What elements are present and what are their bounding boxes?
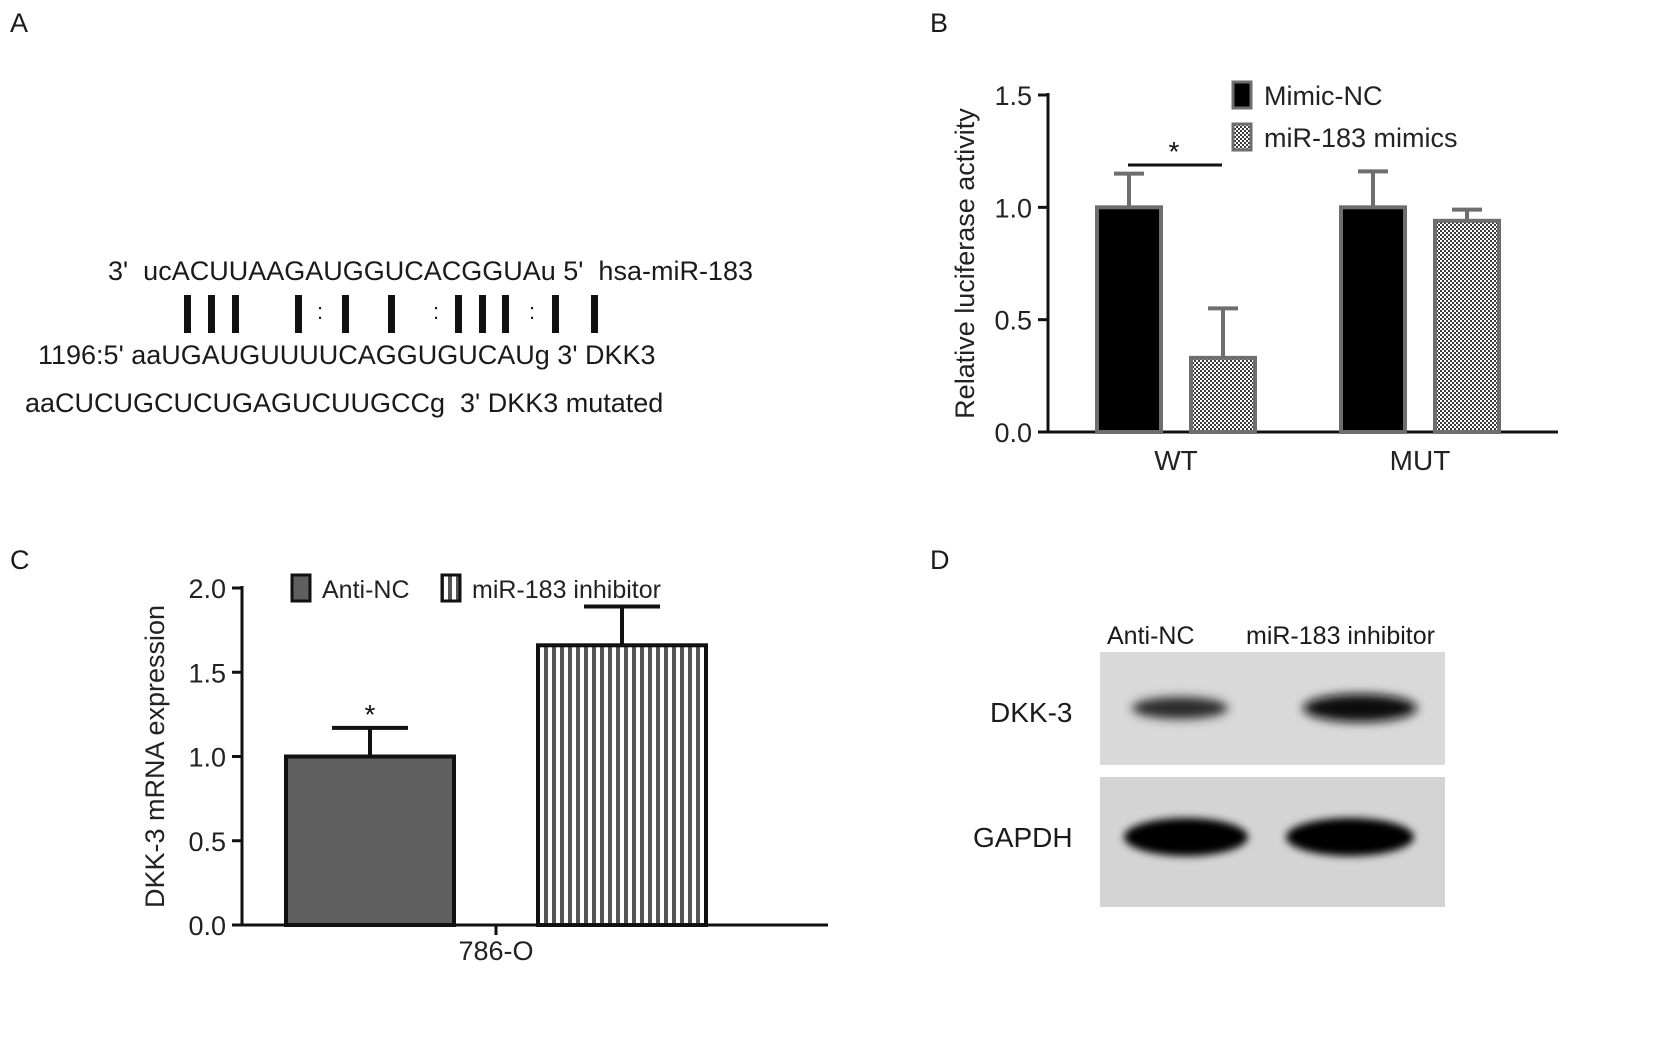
y-tick-label: 1.5	[994, 81, 1032, 111]
y-axis-label: DKK-3 mRNA expression	[140, 605, 170, 908]
y-tick-label: 1.5	[188, 658, 226, 688]
y-tick-label: 1.0	[994, 193, 1032, 223]
pairing-bar-mark	[184, 295, 191, 333]
x-tick-label: MUT	[1390, 445, 1451, 476]
row-label-dkk3: DKK-3	[990, 697, 1073, 728]
x-tick-label: WT	[1154, 445, 1198, 476]
pairing-bar-mark	[232, 295, 239, 333]
band-gapdh-anti-nc	[1124, 818, 1248, 856]
lane-label-mir183-inhibitor: miR-183 inhibitor	[1246, 622, 1435, 650]
pairing-wobble-mark: :	[317, 299, 324, 324]
band-gapdh-inhibitor	[1286, 818, 1414, 856]
panel-a-letter: A	[10, 8, 29, 38]
bar-mir183-inhibitor	[536, 643, 708, 927]
y-tick-label: 2.0	[188, 574, 226, 604]
legend-label: Anti-NC	[322, 576, 410, 604]
legend-label: Mimic-NC	[1264, 81, 1382, 111]
pairing-bar-mark	[342, 295, 349, 333]
band-dkk3-anti-nc	[1132, 697, 1228, 719]
bar-mimic-nc	[1095, 205, 1163, 434]
blot-image	[1100, 652, 1445, 907]
legend-label: miR-183 inhibitor	[472, 576, 661, 604]
row-label-gapdh: GAPDH	[973, 822, 1073, 853]
legend-swatch	[1231, 80, 1253, 110]
pairing-bar-mark	[552, 295, 559, 333]
panel-c-letter: C	[10, 545, 30, 575]
pairing-bar-mark	[388, 295, 395, 333]
panel-b-letter: B	[930, 8, 949, 38]
y-tick-label: 0.5	[188, 827, 226, 857]
pairing-bar-mark	[455, 295, 462, 333]
bar-mir183-mimics	[1433, 218, 1501, 434]
significance-star: *	[1169, 136, 1180, 167]
mirna-sequence-line: 3' ucACUUAAGAUGGUCACGGUAu 5' hsa-miR-183	[108, 256, 753, 286]
luciferase-bar-chart: 0.0 0.5 1.0 1.5 Relative luciferase activity…	[950, 80, 1558, 476]
y-tick-label: 0.0	[994, 418, 1032, 448]
legend-swatch	[1231, 122, 1253, 152]
mrna-expression-bar-chart: 0.0 0.5 1.0 1.5 2.0 DKK-3 mRNA expression * 786…	[140, 573, 828, 966]
bar-anti-nc	[284, 754, 456, 927]
bar-mimic-nc	[1339, 205, 1407, 434]
pairing-bar-mark	[479, 295, 486, 333]
pairing-wobble-mark: :	[529, 299, 536, 324]
pairing-wobble-mark: :	[433, 299, 440, 324]
y-tick-label: 0.0	[188, 911, 226, 941]
band-dkk3-inhibitor	[1303, 694, 1417, 722]
pairing-bar-mark	[502, 295, 509, 333]
legend-swatch	[440, 573, 462, 603]
significance-star: *	[365, 699, 376, 730]
x-tick-label: 786-O	[458, 936, 533, 966]
legend-label: miR-183 mimics	[1264, 123, 1458, 153]
y-tick-label: 0.5	[994, 306, 1032, 336]
y-tick-label: 1.0	[188, 743, 226, 773]
pairing-bar-mark	[591, 295, 598, 333]
pairing-bar-mark	[295, 295, 302, 333]
pairing-bar-mark	[208, 295, 215, 333]
legend-swatch	[290, 573, 312, 603]
dkk3-mutated-sequence-line: aaCUCUGCUCUGAGUCUUGCCg 3' DKK3 mutated	[25, 388, 664, 418]
lane-label-anti-nc: Anti-NC	[1107, 622, 1195, 650]
dkk3-sequence-line: 1196:5' aaUGAUGUUUUCAGGUGUCAUg 3' DKK3	[38, 340, 656, 370]
panel-d-letter: D	[930, 545, 950, 575]
y-axis-label: Relative luciferase activity	[950, 108, 980, 419]
bar-mir183-mimics	[1189, 355, 1257, 434]
